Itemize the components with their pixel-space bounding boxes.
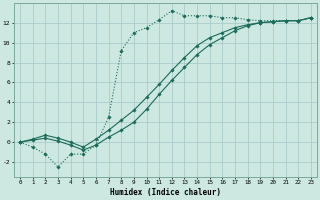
- X-axis label: Humidex (Indice chaleur): Humidex (Indice chaleur): [110, 188, 221, 197]
